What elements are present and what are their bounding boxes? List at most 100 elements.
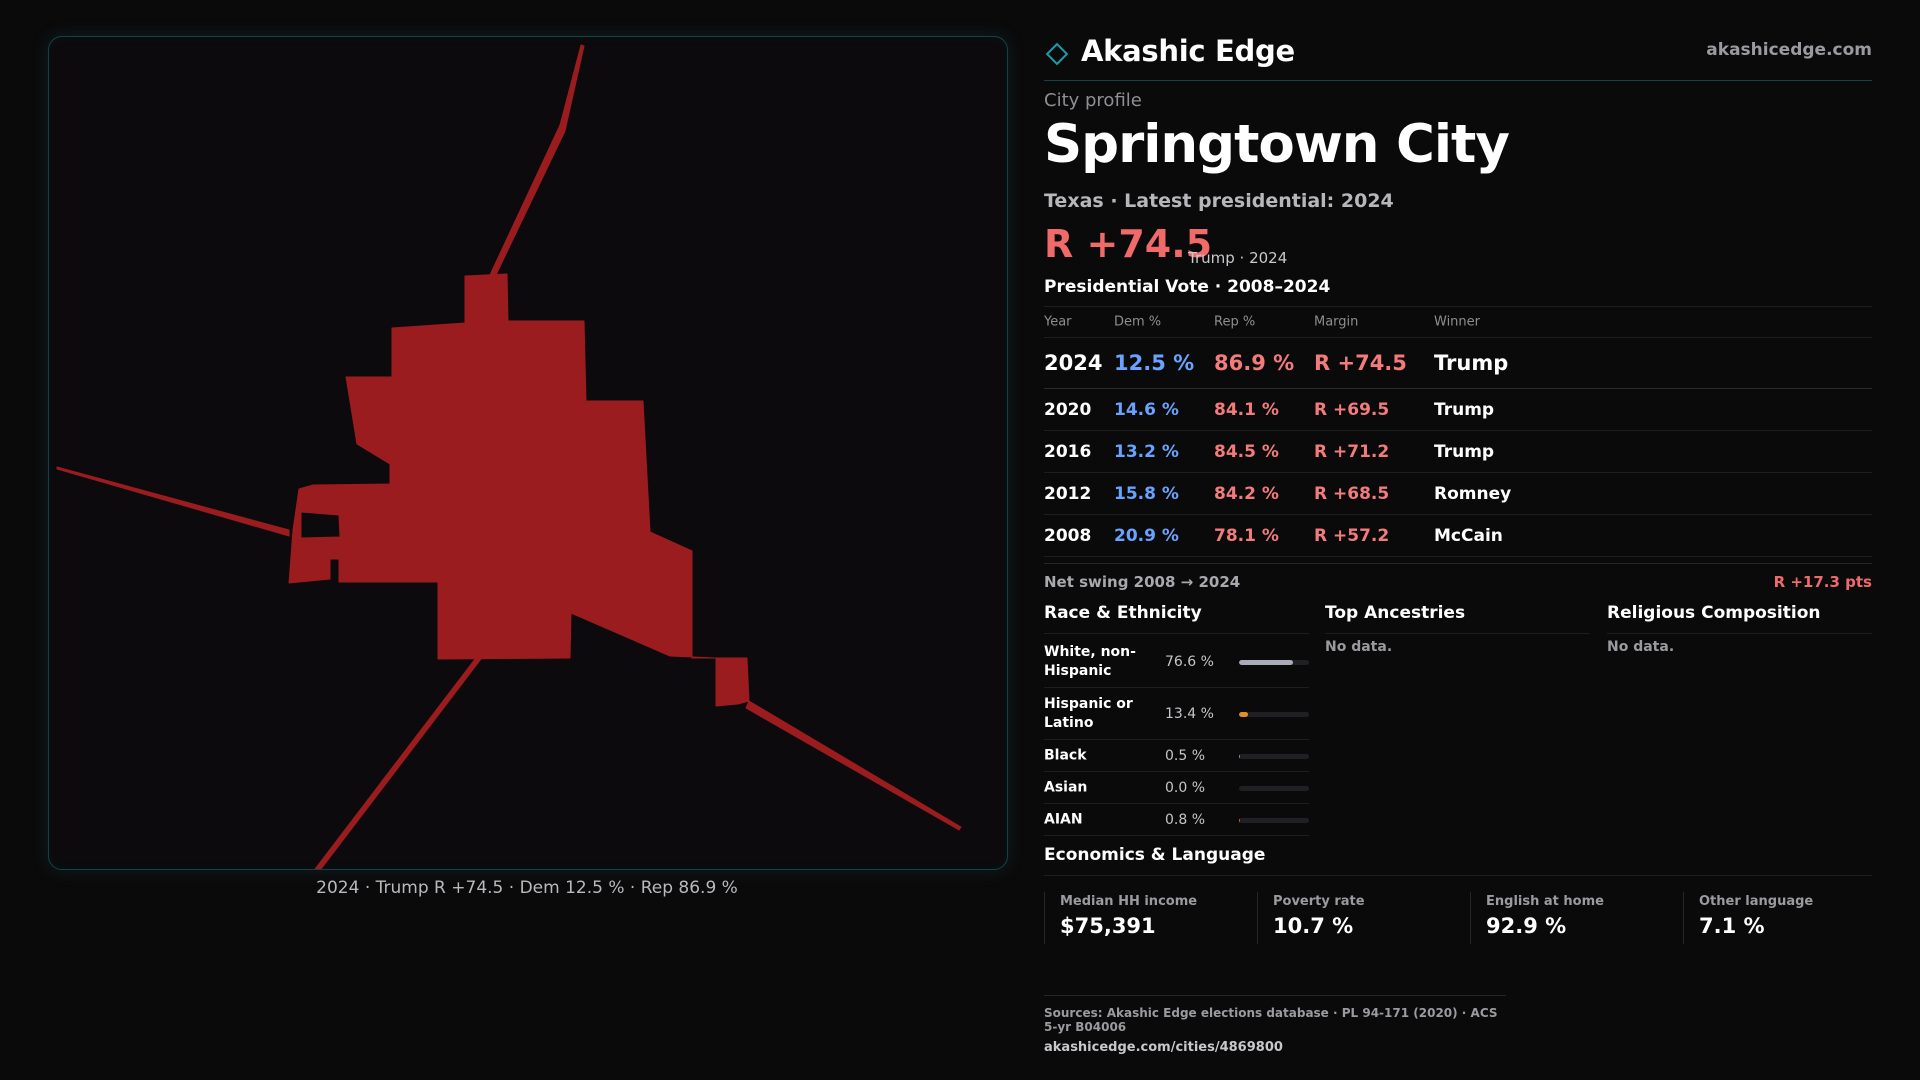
cell-dem: 20.9 % bbox=[1114, 525, 1179, 546]
cell-rep: 86.9 % bbox=[1214, 351, 1295, 375]
race-bar-fill bbox=[1239, 753, 1241, 759]
cell-rep: 84.2 % bbox=[1214, 483, 1279, 504]
cell-year: 2024 bbox=[1044, 351, 1103, 375]
cell-margin: R +71.2 bbox=[1314, 441, 1390, 462]
page-url-link[interactable]: akashicedge.com/cities/4869800 bbox=[1044, 1040, 1283, 1055]
table-row: 2024 12.5 % 86.9 % R +74.5 Trump bbox=[1044, 338, 1872, 389]
map-caption: 2024 · Trump R +74.5 · Dem 12.5 % · Rep … bbox=[316, 878, 738, 898]
list-item: White, non-Hispanic 76.6 % bbox=[1044, 636, 1309, 688]
cell-margin: R +57.2 bbox=[1314, 525, 1390, 546]
cell-rep: 84.5 % bbox=[1214, 441, 1279, 462]
race-value: 13.4 % bbox=[1165, 705, 1214, 722]
column-header-rep: Rep % bbox=[1214, 314, 1256, 330]
list-item: Asian 0.0 % bbox=[1044, 772, 1309, 804]
race-bar-track bbox=[1239, 817, 1309, 823]
cell-year: 2016 bbox=[1044, 441, 1092, 462]
race-value: 76.6 % bbox=[1165, 653, 1214, 670]
boundary-spur-southwest bbox=[314, 658, 482, 869]
list-item: AIAN 0.8 % bbox=[1044, 804, 1309, 836]
stat-label: Poverty rate bbox=[1273, 894, 1365, 909]
stat-label: English at home bbox=[1486, 894, 1604, 909]
city-boundary-shape bbox=[56, 44, 962, 869]
net-swing-value: R +17.3 pts bbox=[1773, 573, 1872, 591]
stat-label: Median HH income bbox=[1060, 894, 1198, 909]
brand-domain-link[interactable]: akashicedge.com bbox=[1706, 40, 1872, 60]
race-label: Asian bbox=[1044, 779, 1088, 795]
race-list: White, non-Hispanic 76.6 % Hispanic or L… bbox=[1044, 636, 1309, 836]
cell-winner: Trump bbox=[1434, 351, 1509, 375]
cell-dem: 15.8 % bbox=[1114, 483, 1179, 504]
stat-card-poverty: Poverty rate 10.7 % bbox=[1257, 892, 1456, 944]
race-label: White, non-Hispanic bbox=[1044, 643, 1136, 679]
race-label: Hispanic or Latino bbox=[1044, 695, 1133, 731]
race-label: AIAN bbox=[1044, 811, 1083, 827]
city-boundary-map[interactable] bbox=[48, 36, 1008, 870]
cell-winner: Romney bbox=[1434, 483, 1512, 504]
stat-card-other-language: Other language 7.1 % bbox=[1683, 892, 1882, 944]
boundary-spur-west bbox=[56, 466, 290, 537]
stat-card-english: English at home 92.9 % bbox=[1470, 892, 1669, 944]
diamond-outline-icon bbox=[1045, 42, 1069, 66]
stat-value: 10.7 % bbox=[1273, 914, 1354, 938]
stat-value: 92.9 % bbox=[1486, 914, 1567, 938]
stat-value: $75,391 bbox=[1060, 914, 1156, 938]
boundary-spur-southeast bbox=[745, 700, 962, 831]
cell-winner: Trump bbox=[1434, 441, 1495, 462]
cell-margin: R +74.5 bbox=[1314, 351, 1407, 375]
boundary-spur-north bbox=[488, 44, 585, 278]
cell-winner: Trump bbox=[1434, 399, 1495, 420]
sources-footer: Sources: Akashic Edge elections database… bbox=[1044, 995, 1506, 1055]
vote-table: Year Dem % Rep % Margin Winner 2024 12.5… bbox=[1044, 306, 1872, 557]
headline-margin-note: Trump · 2024 bbox=[1188, 249, 1288, 267]
cell-dem: 13.2 % bbox=[1114, 441, 1179, 462]
stat-label: Other language bbox=[1699, 894, 1814, 909]
vote-table-header: Year Dem % Rep % Margin Winner bbox=[1044, 307, 1872, 338]
race-bar-fill bbox=[1239, 659, 1293, 665]
stat-value: 7.1 % bbox=[1699, 914, 1765, 938]
page-subtitle: Texas · Latest presidential: 2024 bbox=[1044, 190, 1394, 212]
list-item: Hispanic or Latino 13.4 % bbox=[1044, 688, 1309, 740]
brand-header: Akashic Edge akashicedge.com bbox=[1044, 34, 1872, 81]
cell-winner: McCain bbox=[1434, 525, 1503, 546]
sources-text: Sources: Akashic Edge elections database… bbox=[1044, 1006, 1498, 1034]
cell-margin: R +69.5 bbox=[1314, 399, 1390, 420]
race-label: Black bbox=[1044, 747, 1087, 763]
cell-year: 2020 bbox=[1044, 399, 1092, 420]
cell-year: 2008 bbox=[1044, 525, 1092, 546]
net-swing-row: Net swing 2008 → 2024 R +17.3 pts bbox=[1044, 563, 1872, 600]
race-value: 0.5 % bbox=[1165, 747, 1206, 764]
column-header-margin: Margin bbox=[1314, 314, 1359, 330]
race-bar-track bbox=[1239, 753, 1309, 759]
race-value: 0.8 % bbox=[1165, 811, 1206, 828]
table-row: 2012 15.8 % 84.2 % R +68.5 Romney bbox=[1044, 473, 1872, 515]
boundary-main-body bbox=[288, 273, 750, 707]
race-value: 0.0 % bbox=[1165, 779, 1206, 796]
ancestries-section-title: Top Ancestries bbox=[1325, 603, 1590, 634]
page-title: Springtown City bbox=[1044, 114, 1510, 175]
cell-margin: R +68.5 bbox=[1314, 483, 1390, 504]
column-header-winner: Winner bbox=[1434, 314, 1481, 330]
column-header-year: Year bbox=[1044, 314, 1072, 330]
list-item: Black 0.5 % bbox=[1044, 740, 1309, 772]
city-profile-panel: Akashic Edge akashicedge.com City profil… bbox=[1044, 0, 1872, 1080]
race-section-title: Race & Ethnicity bbox=[1044, 603, 1309, 634]
cell-rep: 84.1 % bbox=[1214, 399, 1279, 420]
headline-margin: R +74.5 bbox=[1044, 222, 1213, 266]
brand-name[interactable]: Akashic Edge bbox=[1081, 34, 1295, 68]
religion-empty: No data. bbox=[1607, 639, 1675, 655]
race-bar-fill bbox=[1239, 817, 1241, 823]
column-header-dem: Dem % bbox=[1114, 314, 1162, 330]
table-row: 2016 13.2 % 84.5 % R +71.2 Trump bbox=[1044, 431, 1872, 473]
cell-dem: 14.6 % bbox=[1114, 399, 1179, 420]
race-bar-fill bbox=[1239, 711, 1249, 717]
vote-section-title: Presidential Vote · 2008–2024 bbox=[1044, 277, 1331, 297]
stat-card-income: Median HH income $75,391 bbox=[1044, 892, 1243, 944]
race-bar-track bbox=[1239, 711, 1309, 717]
cell-year: 2012 bbox=[1044, 483, 1092, 504]
table-row: 2020 14.6 % 84.1 % R +69.5 Trump bbox=[1044, 389, 1872, 431]
ancestries-empty: No data. bbox=[1325, 639, 1393, 655]
page-eyebrow: City profile bbox=[1044, 90, 1142, 111]
net-swing-label: Net swing 2008 → 2024 bbox=[1044, 573, 1241, 591]
religion-section-title: Religious Composition bbox=[1607, 603, 1872, 634]
table-row: 2008 20.9 % 78.1 % R +57.2 McCain bbox=[1044, 515, 1872, 557]
